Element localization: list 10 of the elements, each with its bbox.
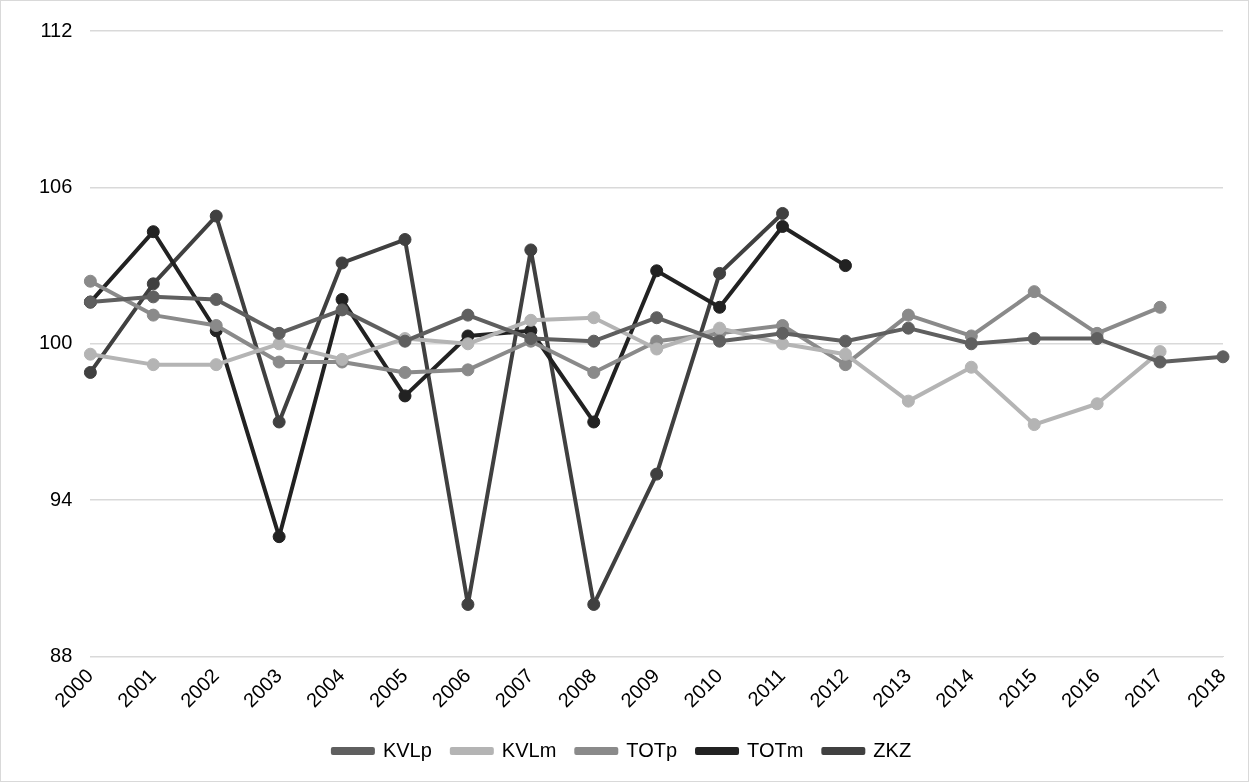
legend-label: KVLm bbox=[501, 738, 557, 761]
y-tick-label: 106 bbox=[38, 174, 73, 197]
y-tick-label: 100 bbox=[38, 331, 73, 354]
legend-label: TOTp bbox=[626, 738, 678, 761]
y-tick-label: 88 bbox=[50, 644, 73, 667]
legend-label: TOTm bbox=[747, 738, 804, 761]
legend-label: ZKZ bbox=[873, 738, 912, 761]
legend-label: KVLp bbox=[382, 738, 432, 761]
y-tick-label: 94 bbox=[50, 487, 73, 510]
y-tick-label: 112 bbox=[40, 18, 73, 41]
